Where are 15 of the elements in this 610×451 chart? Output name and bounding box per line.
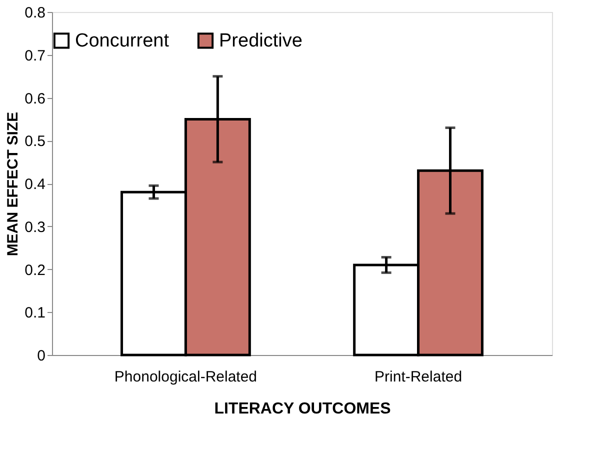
y-axis-title: MEAN EFFECT SIZE	[4, 112, 22, 256]
y-tick-label: 0.3	[24, 218, 46, 236]
y-tick-label: 0.8	[24, 4, 46, 22]
y-tick-label: 0	[37, 348, 46, 364]
y-tick-label: 0.7	[24, 47, 46, 64]
legend-label: Predictive	[219, 30, 302, 52]
x-tick-label: Phonological-Related	[114, 368, 258, 386]
y-tick-label: 0.1	[24, 304, 46, 322]
x-axis-title: LITERACY OUTCOMES	[214, 400, 392, 418]
x-tick-label: Print-Related	[374, 368, 462, 386]
legend-label: Concurrent	[75, 30, 170, 52]
y-tick-label: 0.2	[24, 262, 46, 279]
y-tick-label: 0.6	[24, 90, 46, 108]
y-tick-label: 0.4	[24, 176, 46, 193]
y-tick-label: 0.5	[24, 133, 46, 150]
